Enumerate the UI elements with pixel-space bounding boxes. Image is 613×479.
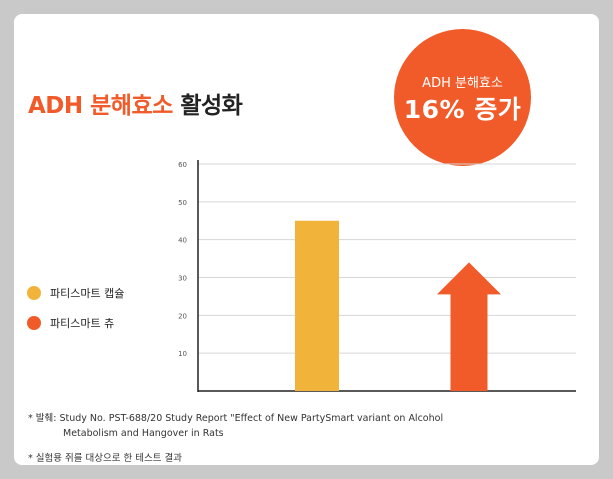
chart-title-accent: ADH 분해효소 [28,93,173,119]
source-note-line1: * 발췌: Study No. PST-688/20 Study Report … [28,413,444,424]
chart-title: ADH 분해효소 활성화 [28,86,243,120]
legend-item-chew: 파티스마트 츄 [27,316,124,330]
legend-dot-capsule [27,286,41,300]
bar-capsule [295,220,339,391]
y-tick-label-50: 50 [178,199,187,207]
chart-card: ADH 분해효소 활성화 ADH 분해효소 16% 증가 10 20 30 40 50 6… [14,14,599,465]
badge-line1: ADH 분해효소 [422,76,503,91]
increase-badge: ADH 분해효소 16% 증가 [394,29,531,166]
legend-label-capsule: 파티스마트 캡슐 [50,287,125,300]
source-note: * 발췌: Study No. PST-688/20 Study Report … [28,411,443,441]
y-tick-label-20: 20 [178,312,187,320]
y-tick-label-40: 40 [178,237,187,245]
bar-chart: 10 20 30 40 50 60 [178,160,576,392]
source-note-line2: Metabolism and Hangover in Rats [63,428,224,439]
badge-line2: 16% 증가 [403,95,522,124]
y-tick-label-30: 30 [178,275,187,283]
y-tick-label-60: 60 [178,161,187,169]
legend-item-capsule: 파티스마트 캡슐 [27,286,124,300]
chart-title-rest: 활성화 [180,93,243,119]
arrow-mark-chew [437,262,501,391]
experiment-note: * 실험용 쥐를 대상으로 한 테스트 결과 [28,453,182,464]
legend-dot-chew [27,316,41,330]
legend: 파티스마트 캡슐 파티스마트 츄 [27,286,124,346]
legend-label-chew: 파티스마트 츄 [50,317,115,330]
y-tick-label-10: 10 [178,350,187,358]
